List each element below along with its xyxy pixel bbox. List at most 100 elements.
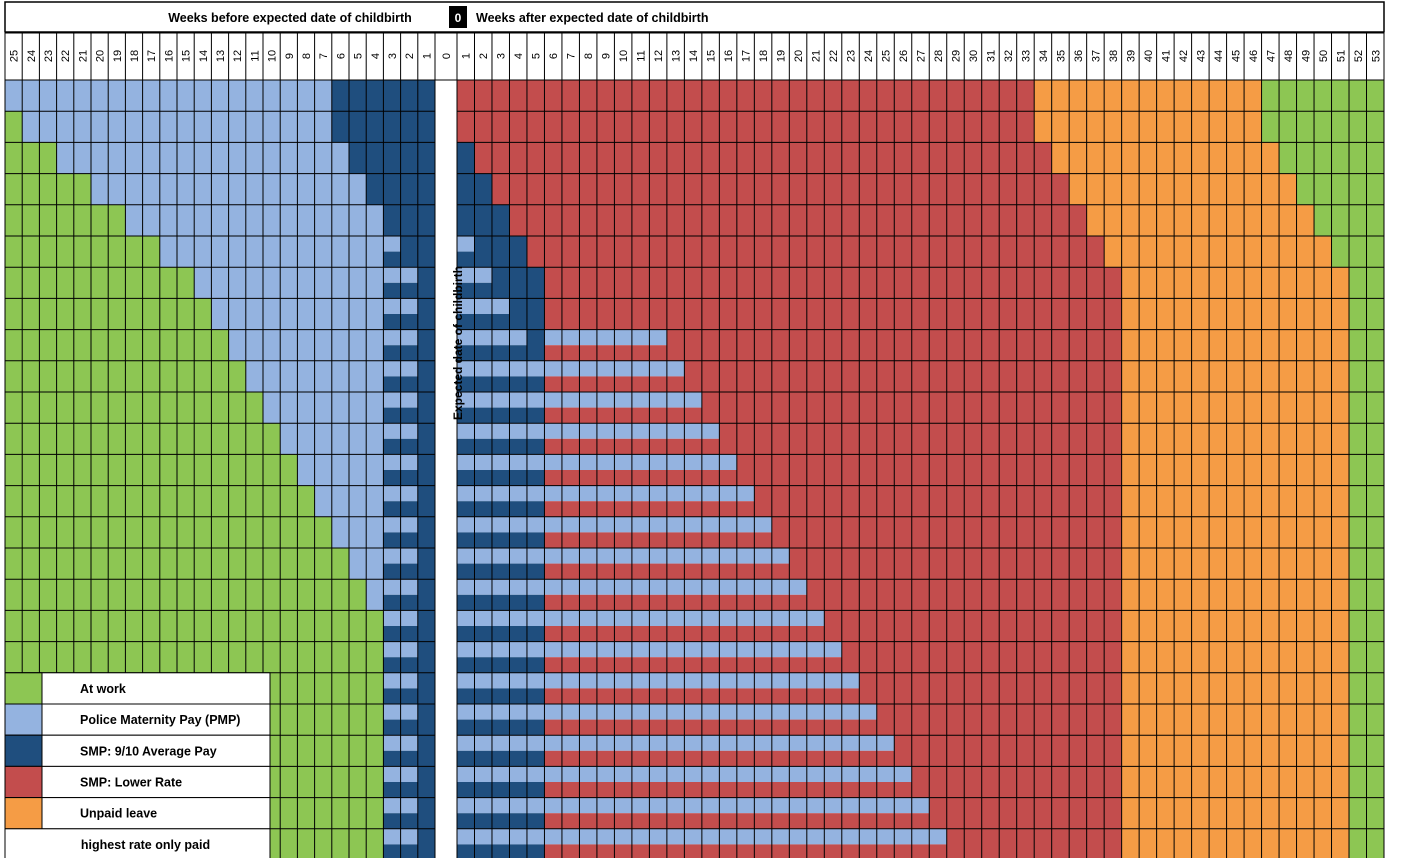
cell-after [1296,735,1315,767]
cell-after [736,360,755,392]
cell-after [631,657,650,673]
cell-after [474,438,492,455]
week-label: 11 [636,50,648,61]
cell-after [544,579,562,595]
cell-after [1086,204,1105,236]
cell-after [631,813,650,829]
cell-before [280,485,298,517]
cell-after [1104,704,1122,736]
cell-after [491,610,510,626]
cell-after [1331,672,1350,704]
cell-after [526,423,545,439]
cell-after [684,392,702,408]
cell-after [491,688,510,704]
cell-before [39,548,57,580]
cell-after [631,485,650,502]
cell-after [474,360,492,377]
cell-after [859,298,877,330]
cell-after [684,204,702,236]
cell-after [509,236,527,268]
cell-after [859,750,877,767]
cell-after [859,797,877,814]
cell-after [1139,111,1157,143]
cell-after [666,407,685,424]
cell-after [491,80,510,112]
cell-after [1209,828,1227,860]
cell-after [509,298,527,330]
cell-before [349,267,367,299]
cell-after [1261,360,1280,392]
cell-after [1314,142,1332,174]
cell-after [649,813,667,829]
cell-after [876,641,895,673]
cell-after [1051,360,1070,392]
cell-before [314,360,332,392]
cell-after [631,641,650,658]
cell-after [596,329,615,346]
cell-after [491,704,510,720]
cell-after [1069,610,1087,642]
cell-after [1314,329,1332,361]
cell-before [211,579,229,611]
legend-swatch [4,734,43,767]
cell-after [649,610,667,626]
cell-after [474,579,492,595]
cell-before [417,392,435,424]
cell-after [1279,204,1297,236]
cell-after [1314,610,1332,642]
cell-after [561,173,580,205]
cell-before [177,454,195,486]
cell-after [596,782,615,798]
cell-after [579,267,597,299]
cell-before [73,80,91,112]
cell-before [22,516,40,548]
week-label: 15 [706,50,718,62]
cell-after [806,111,825,143]
cell-after [859,548,877,580]
cell-after [684,610,702,626]
cell-after [614,267,632,299]
cell-before [211,548,229,580]
cell-after [491,329,510,346]
week-label: 22 [60,50,72,62]
cell-before [400,329,418,346]
cell-after [614,563,632,580]
cell-after [701,501,720,517]
cell-before [125,298,143,330]
cell-after [579,438,597,455]
cell-after [474,142,492,174]
cell-after [736,111,755,143]
week-label: 5 [353,53,365,59]
cell-before [417,298,435,330]
cell-after [894,641,912,673]
cell-after [561,142,580,174]
cell-after [719,563,737,580]
cell-after [981,423,1000,455]
cell-after [771,204,790,236]
cell-after [1139,516,1157,548]
cell-after [1016,516,1035,548]
cell-before [383,766,401,782]
week-label: 23 [43,50,55,62]
cell-after [457,719,475,736]
cell-after [1226,298,1245,330]
week-label: 41 [1160,50,1172,62]
week-label: 51 [1335,50,1347,62]
cell-after [666,423,685,439]
cell-before [297,548,315,580]
cell-after [457,267,475,283]
cell-after [1366,298,1384,330]
cell-after [1349,329,1367,361]
cell-before [142,392,160,424]
cell-after [911,423,930,455]
cell-after [981,454,1000,486]
cell-after [771,610,790,626]
cell-after [789,626,807,642]
cell-after [754,610,772,626]
cell-before [108,579,126,611]
cell-after [544,626,562,642]
cell-after [876,485,895,517]
cell-before [22,641,40,673]
cell-before [383,267,401,283]
